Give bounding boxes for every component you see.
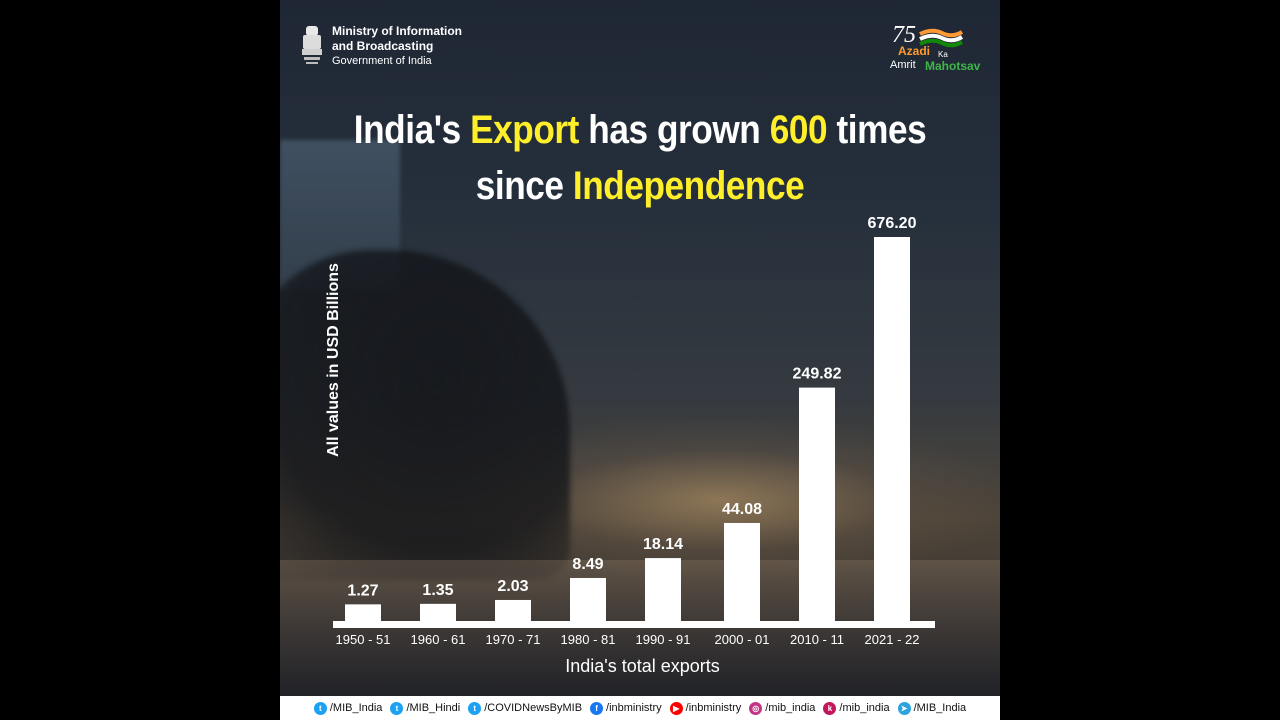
instagram-icon: ◎ xyxy=(749,701,763,715)
ministry-name-line1: Ministry of Information xyxy=(332,24,462,38)
bar-value-label: 1.35 xyxy=(422,582,453,599)
bar-2010-11 xyxy=(799,387,835,621)
logo-azadi: Azadi xyxy=(898,44,931,58)
twitter-icon: t xyxy=(468,701,482,715)
logo-mahotsav: Mahotsav xyxy=(925,59,981,73)
bar-1970-71 xyxy=(495,599,531,621)
logo-amrit: Amrit xyxy=(890,59,916,71)
x-tick-label: 1970 - 71 xyxy=(486,632,541,647)
social-handle-text: /inbministry xyxy=(606,702,662,714)
x-tick-label: 1950 - 51 xyxy=(336,632,391,647)
bar-value-label: 676.20 xyxy=(868,215,917,232)
social-handle[interactable]: f/inbministry xyxy=(590,701,662,715)
x-axis-label: India's total exports xyxy=(565,656,720,676)
x-axis-line xyxy=(333,621,935,628)
social-handle-text: /COVIDNewsByMIB xyxy=(484,702,583,714)
headline-text: has grown xyxy=(578,108,770,152)
bar-1990-91 xyxy=(645,558,681,621)
social-handle-text: /MIB_India xyxy=(913,702,967,714)
headline-highlight-independence: Independence xyxy=(572,164,805,208)
bar-value-label: 2.03 xyxy=(497,578,528,595)
bar-value-label: 8.49 xyxy=(572,556,603,573)
ministry-name-line2: and Broadcasting xyxy=(332,39,434,53)
headline-line1: India's Export has grown 600 times xyxy=(323,108,957,153)
social-handle[interactable]: ◎/mib_india xyxy=(749,701,816,715)
bar-value-label: 1.27 xyxy=(347,582,378,599)
youtube-icon: ▶ xyxy=(669,701,683,715)
tricolor-flag-icon xyxy=(919,28,964,48)
headline-line2: since Independence xyxy=(323,164,957,209)
social-handles-footer: t/MIB_India t/MIB_Hindi t/COVIDNewsByMIB f /… xyxy=(280,696,1000,720)
x-tick-label: 2021 - 22 xyxy=(865,632,920,647)
social-handle-text: /mib_india xyxy=(765,702,816,714)
twitter-icon: t xyxy=(313,701,327,715)
bar-1980-81 xyxy=(570,577,606,621)
logo-ka: Ka xyxy=(938,50,948,59)
x-tick-label: 2000 - 01 xyxy=(715,632,770,647)
social-handle[interactable]: k/mib_india xyxy=(823,701,890,715)
telegram-icon: ➤ xyxy=(897,701,911,715)
social-handle-text: /MIB_India xyxy=(329,702,383,714)
ministry-text: Ministry of Information and Broadcasting… xyxy=(332,24,462,69)
bar-value-label: 18.14 xyxy=(643,536,683,553)
social-handle[interactable]: ➤/MIB_India xyxy=(897,701,967,715)
infographic-poster: Ministry of Information and Broadcasting… xyxy=(280,0,1000,720)
bar-1960-61 xyxy=(420,603,456,621)
government-label: Government of India xyxy=(332,55,432,67)
facebook-icon: f xyxy=(590,701,604,715)
x-tick-label: 2010 - 11 xyxy=(790,632,844,647)
bar-value-label: 249.82 xyxy=(793,366,842,383)
twitter-icon: t xyxy=(390,701,404,715)
headline-text: times xyxy=(827,108,927,152)
social-handle[interactable]: t/COVIDNewsByMIB xyxy=(468,701,583,715)
headline-highlight-export: Export xyxy=(470,108,579,152)
headline-text: since xyxy=(475,164,573,208)
social-handle[interactable]: t/MIB_India xyxy=(313,701,383,715)
social-handle-text: /inbministry xyxy=(685,702,742,714)
azadi-ka-amrit-mahotsav-logo: 75 Azadi Ka Amrit Mahotsav xyxy=(888,22,988,80)
x-tick-label: 1960 - 61 xyxy=(411,632,466,647)
bar-1950-51 xyxy=(345,604,381,621)
social-handle-text: /mib_india xyxy=(839,702,890,714)
ministry-branding: Ministry of Information and Broadcasting… xyxy=(300,24,462,69)
national-emblem-icon xyxy=(302,26,322,64)
social-handle[interactable]: ▶/inbministry xyxy=(669,701,742,715)
koo-icon: k xyxy=(823,701,837,715)
social-handle[interactable]: t/MIB_Hindi xyxy=(390,701,461,715)
logo-number: 75 xyxy=(892,22,916,48)
headline-text: India's xyxy=(353,108,471,152)
x-tick-label: 1990 - 91 xyxy=(636,632,691,647)
bar-2021-22 xyxy=(874,237,910,621)
bar-value-label: 44.08 xyxy=(722,501,762,518)
social-handle-text: /MIB_Hindi xyxy=(406,702,461,714)
y-axis-label: All values in USD Billions xyxy=(325,263,342,457)
exports-bar-chart: 1.27 1950 - 51 1.35 1960 - 61 2.03 1970 - 71 8… xyxy=(333,215,935,647)
x-tick-label: 1980 - 81 xyxy=(561,632,616,647)
bar-2000-01 xyxy=(724,522,760,621)
headline-highlight-600: 600 xyxy=(769,108,828,152)
